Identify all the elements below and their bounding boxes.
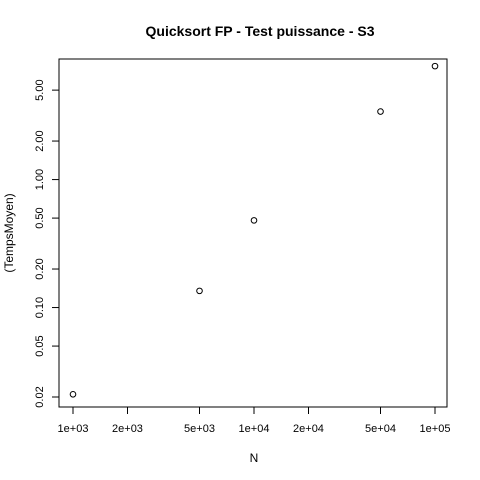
y-tick-label: 0.20 <box>34 258 46 279</box>
y-axis-label: (TempsMoyen) <box>2 193 16 272</box>
data-point <box>196 287 203 295</box>
x-tick-label: 1e+05 <box>420 423 451 435</box>
y-axis: 0.02 0.05 0.10 0.20 0.50 1.00 2.00 5.00 <box>34 59 60 408</box>
data-point <box>69 390 77 398</box>
plot-area <box>58 58 448 408</box>
y-tick-label: 0.05 <box>34 335 46 356</box>
data-point <box>250 217 258 224</box>
x-tick-label: 2e+04 <box>293 423 324 435</box>
x-tick-label: 5e+04 <box>365 423 396 435</box>
chart-title: Quicksort FP - Test puissance - S3 <box>146 23 375 39</box>
x-tick-label: 1e+04 <box>239 423 270 435</box>
data-point <box>377 108 384 115</box>
y-tick-label: 5.00 <box>34 79 46 100</box>
y-tick-label: 0.10 <box>34 297 46 318</box>
x-tick-label: 5e+03 <box>184 423 215 435</box>
y-tick-label: 1.00 <box>34 169 46 190</box>
x-tick-label: 2e+03 <box>112 423 143 435</box>
data-points <box>69 62 439 398</box>
y-tick-label: 0.02 <box>34 386 46 407</box>
y-tick-label: 0.50 <box>34 207 46 228</box>
y-tick-label: 2.00 <box>34 130 46 151</box>
data-point <box>431 62 439 70</box>
x-tick-label: 1e+03 <box>58 423 89 435</box>
x-axis: 1e+03 2e+03 5e+03 1e+04 2e+04 5e+04 1e+05 <box>58 406 451 435</box>
x-axis-label: N <box>250 451 259 465</box>
